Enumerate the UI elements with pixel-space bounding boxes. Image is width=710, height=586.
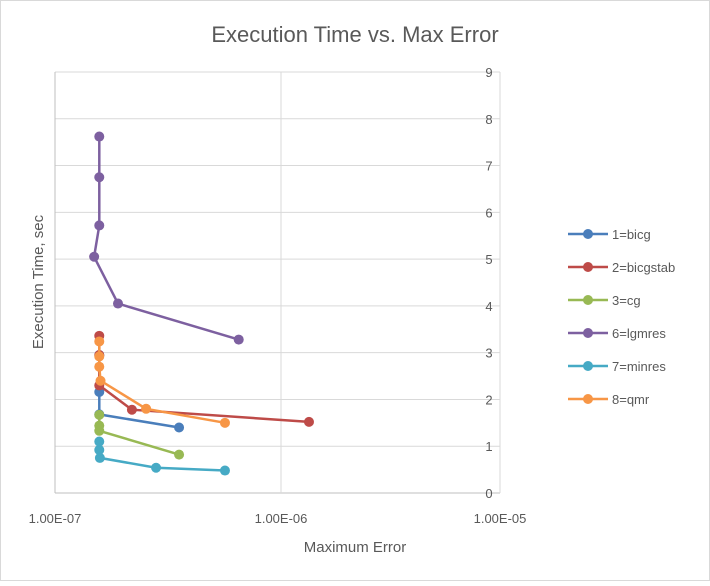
y-tick-label: 8 (485, 112, 492, 127)
data-point (233, 334, 244, 345)
y-tick-labels: 0 1 2 3 4 5 6 7 8 9 (485, 65, 492, 501)
x-tick-label: 1.00E-06 (255, 511, 308, 526)
data-point (89, 251, 100, 262)
legend-marker (583, 262, 593, 272)
data-point (126, 404, 137, 415)
legend-label: 3=cg (612, 293, 641, 308)
series-3=cg (94, 409, 185, 460)
legend-label: 7=minres (612, 359, 666, 374)
data-point (95, 375, 106, 386)
legend-marker (583, 394, 593, 404)
x-tick-label: 1.00E-07 (29, 511, 82, 526)
series-6=lgmres (89, 131, 244, 345)
legend-label: 8=qmr (612, 392, 650, 407)
y-tick-label: 0 (485, 486, 492, 501)
series-group (89, 131, 314, 476)
y-tick-label: 9 (485, 65, 492, 80)
series-8=qmr (94, 336, 230, 428)
data-point (94, 444, 105, 455)
data-point (94, 131, 105, 142)
legend: 1=bicg 2=bicgstab 3=cg 6=lgmres 7=minres 8=qm… (568, 227, 675, 407)
legend-label: 6=lgmres (612, 326, 666, 341)
data-point (94, 351, 105, 362)
y-tick-label: 5 (485, 252, 492, 267)
data-point (174, 422, 185, 433)
data-point (94, 452, 105, 463)
data-point (94, 425, 105, 436)
legend-marker (583, 328, 593, 338)
data-point (94, 436, 105, 447)
y-tick-label: 4 (485, 299, 492, 314)
data-point (94, 361, 105, 372)
data-point (94, 172, 105, 183)
data-point (94, 336, 105, 347)
y-tick-label: 7 (485, 159, 492, 174)
data-point (174, 449, 185, 460)
series-7=minres (94, 436, 230, 476)
chart-title: Execution Time vs. Max Error (211, 22, 498, 47)
data-point (141, 403, 152, 414)
y-tick-label: 3 (485, 346, 492, 361)
legend-label: 1=bicg (612, 227, 651, 242)
data-point (151, 462, 162, 473)
data-point (219, 417, 230, 428)
x-axis-title: Maximum Error (304, 539, 407, 556)
legend-marker (583, 295, 593, 305)
y-axis-title: Execution Time, sec (30, 214, 47, 349)
legend-label: 2=bicgstab (612, 260, 675, 275)
x-tick-labels: 1.00E-07 1.00E-06 1.00E-05 (29, 511, 527, 526)
y-tick-label: 6 (485, 205, 492, 220)
legend-marker (583, 361, 593, 371)
data-point (112, 298, 123, 309)
data-point (219, 465, 230, 476)
legend-marker (583, 229, 593, 239)
data-point (303, 416, 314, 427)
gridlines (54, 71, 501, 494)
series-line (92, 136, 240, 341)
y-tick-label: 2 (485, 392, 492, 407)
data-point (94, 220, 105, 231)
x-tick-label: 1.00E-05 (474, 511, 527, 526)
data-point (94, 409, 105, 420)
y-tick-label: 1 (485, 439, 492, 454)
